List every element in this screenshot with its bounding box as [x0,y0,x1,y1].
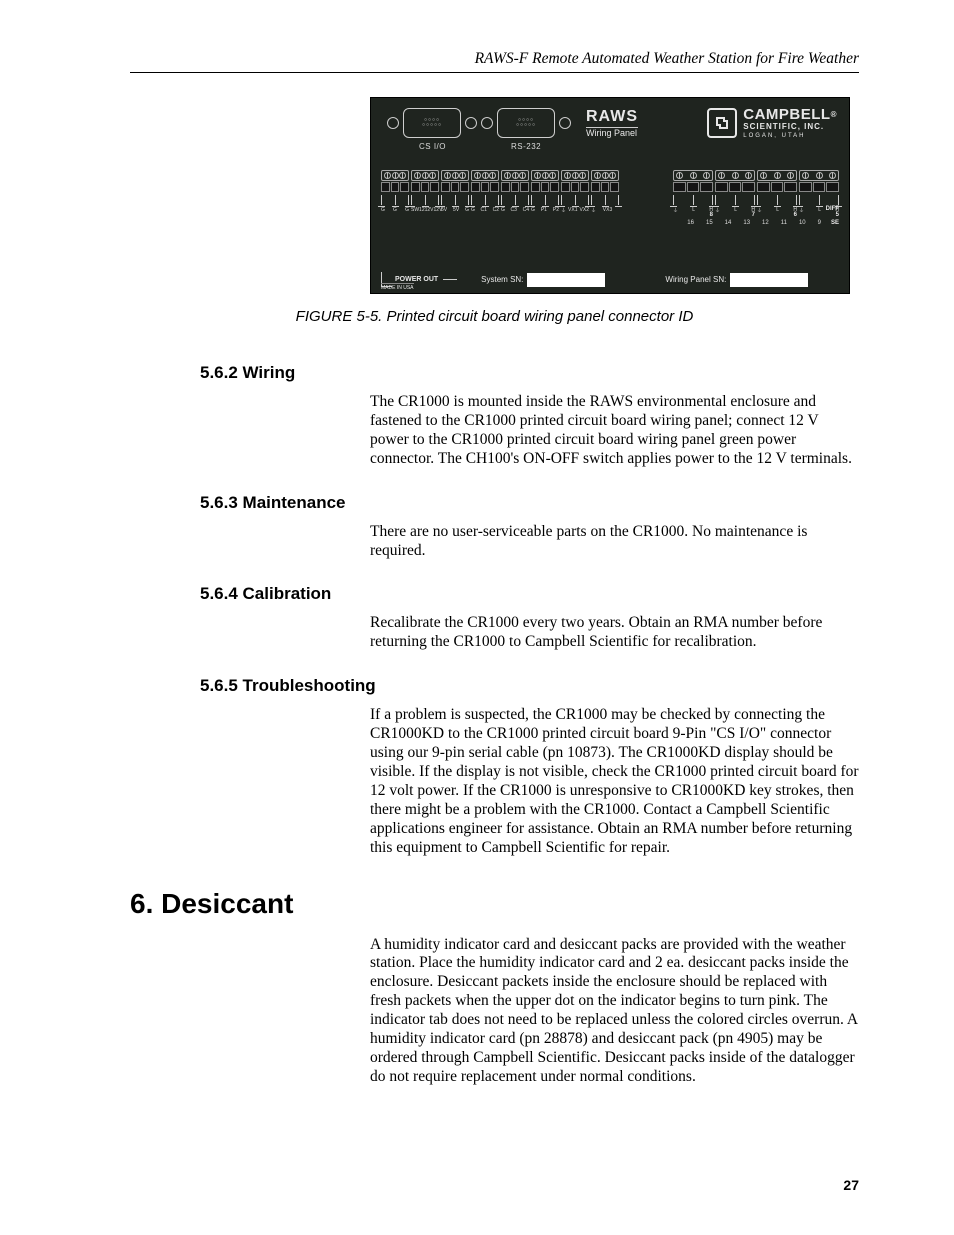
campbell-logo: CAMPBELL® SCIENTIFIC, INC. LOGAN, UTAH [707,108,837,140]
pcb-bottom-row: POWER OUT System SN: Wiring Panel SN: MA… [381,272,839,287]
heading-5-6-2: 5.6.2 Wiring [200,363,859,383]
terminal-area: GGGSW1212V12V5V5VGGC1C2GC3C4GP1P2⏚VX1VX2… [381,170,839,218]
heading-5-6-4: 5.6.4 Calibration [200,584,859,604]
terminal-block: SW1212V12V [411,170,439,218]
csio-label: CS I/O [419,142,446,151]
se-label: SE [831,220,839,226]
right-terminals: ⏚LH8⏚LH7⏚LH6⏚LH5 [673,170,839,218]
figure-caption: FIGURE 5-5. Printed circuit board wiring… [130,308,859,325]
terminal-block: ⏚LH7 [715,170,755,218]
pcb-diagram: ○○○○○○○○○ CS I/O ○○○○○○○○○ RS-232 RAWS W… [370,97,850,294]
campbell-line2: SCIENTIFIC, INC. [743,122,837,132]
system-sn-box [527,273,605,287]
body-5-6-4: Recalibrate the CR1000 every two years. … [370,614,859,652]
wiring-sn-label: Wiring Panel SN: [665,275,726,284]
running-header: RAWS-F Remote Automated Weather Station … [130,50,859,68]
made-in-label: MADE IN USA [381,283,414,291]
campbell-line1: CAMPBELL [743,106,830,123]
heading-5-6-5: 5.6.5 Troubleshooting [200,676,859,696]
terminal-block: GC3C4 [501,170,529,218]
campbell-line3: LOGAN, UTAH [743,132,837,140]
terminal-block: 5V5VG [441,170,469,218]
header-rule [130,72,859,73]
terminal-block: GC1C2 [471,170,499,218]
terminal-block: ⏚VX3 [591,170,619,218]
campbell-text: CAMPBELL® SCIENTIFIC, INC. LOGAN, UTAH [743,108,837,140]
campbell-logo-icon [707,108,737,138]
terminal-block: ⏚LH6 [757,170,797,218]
channel-numbers: 161514131211109 [687,220,821,226]
pcb-top-row: ○○○○○○○○○ CS I/O ○○○○○○○○○ RS-232 RAWS W… [371,98,849,158]
terminal-block: GGG [381,170,409,218]
raws-line1: RAWS [586,108,638,128]
wiring-sn-box [730,273,808,287]
csio-port: ○○○○○○○○○ [387,108,477,138]
system-sn-label: System SN: [481,275,523,284]
heading-6: 6. Desiccant [130,888,859,920]
campbell-reg: ® [831,110,837,119]
left-terminals: GGGSW1212V12V5V5VGGC1C2GC3C4GP1P2⏚VX1VX2… [381,170,619,218]
body-5-6-5: If a problem is suspected, the CR1000 ma… [370,706,859,857]
terminal-block: ⏚VX1VX2 [561,170,589,218]
rs232-label: RS-232 [511,142,541,151]
page: RAWS-F Remote Automated Weather Station … [0,0,954,1235]
body-5-6-3: There are no user-serviceable parts on t… [370,523,859,561]
page-number: 27 [843,1177,859,1193]
raws-line2: Wiring Panel [586,128,638,138]
raws-title: RAWS Wiring Panel [586,108,638,138]
rs232-port: ○○○○○○○○○ [481,108,571,138]
terminal-block: GP1P2 [531,170,559,218]
terminal-block: ⏚LH8 [673,170,713,218]
diff-label: DIFF [826,206,839,212]
body-6: A humidity indicator card and desiccant … [370,936,859,1087]
figure-5-5: ○○○○○○○○○ CS I/O ○○○○○○○○○ RS-232 RAWS W… [370,97,859,294]
body-5-6-2: The CR1000 is mounted inside the RAWS en… [370,393,859,469]
heading-5-6-3: 5.6.3 Maintenance [200,493,859,513]
